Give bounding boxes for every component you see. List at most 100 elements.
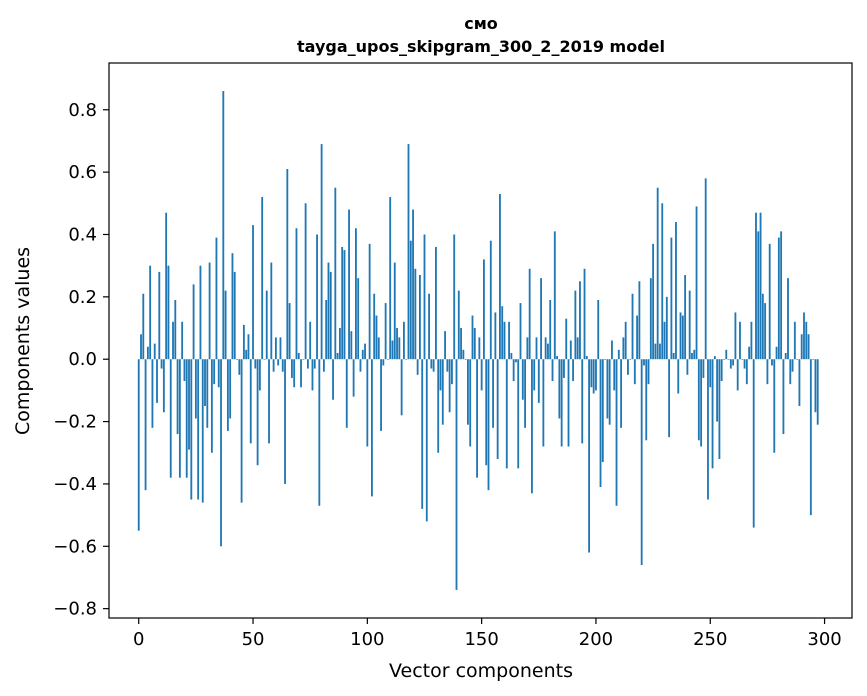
bar — [544, 337, 547, 360]
bar — [665, 296, 668, 360]
bar — [695, 206, 698, 360]
bar — [515, 359, 517, 363]
bar — [165, 212, 168, 360]
bar — [517, 359, 520, 469]
bar — [750, 321, 753, 360]
bar — [686, 359, 689, 375]
bar — [734, 312, 737, 360]
bar — [483, 259, 485, 360]
bar — [350, 331, 353, 360]
bar — [775, 346, 778, 360]
bar — [286, 169, 289, 360]
bar — [675, 222, 677, 360]
bar — [681, 315, 684, 360]
y-tick-label: 0.0 — [68, 349, 97, 370]
bar — [300, 359, 302, 388]
y-tick-label: 0.2 — [68, 287, 97, 308]
bar — [140, 334, 142, 360]
bar — [478, 337, 481, 360]
x-tick-label: 50 — [242, 629, 265, 650]
bar — [528, 268, 531, 360]
x-tick-label: 250 — [693, 629, 727, 650]
x-tick-label: 100 — [350, 629, 384, 650]
bar — [181, 321, 184, 360]
bar — [629, 359, 632, 360]
bar — [332, 359, 334, 400]
bar — [373, 293, 376, 360]
x-axis-ticks: 0 50 100 150 200 250 300 — [133, 618, 842, 650]
bar — [412, 209, 414, 360]
bar — [151, 359, 154, 428]
bar — [492, 359, 494, 428]
bar — [322, 359, 325, 372]
bar — [789, 359, 792, 385]
bar — [487, 359, 490, 491]
bar — [485, 359, 488, 466]
bar — [670, 237, 673, 360]
bar — [254, 359, 257, 369]
bar — [764, 303, 767, 360]
bar — [812, 359, 815, 360]
bar — [375, 315, 378, 360]
bar — [796, 359, 799, 360]
bar — [290, 359, 293, 378]
bar — [460, 328, 462, 360]
bar — [444, 331, 446, 360]
bar — [531, 359, 533, 494]
bar — [771, 359, 773, 366]
bar — [659, 343, 661, 360]
bar — [284, 359, 286, 484]
bar — [707, 359, 709, 500]
y-tick-label: −0.8 — [53, 599, 97, 620]
bar — [688, 290, 691, 360]
bar — [615, 359, 618, 506]
bar — [153, 343, 156, 360]
bar — [357, 278, 360, 360]
bar — [261, 197, 264, 360]
bar — [787, 278, 789, 360]
bar — [533, 359, 536, 391]
bar — [268, 359, 270, 444]
bar — [691, 352, 693, 360]
bar — [354, 228, 357, 360]
bar — [329, 271, 332, 360]
bar — [190, 359, 193, 500]
bar — [421, 359, 424, 509]
bar — [643, 359, 645, 366]
bar — [729, 359, 732, 369]
bar — [663, 321, 666, 360]
bar — [380, 359, 382, 431]
bar — [446, 359, 449, 372]
bar — [233, 271, 236, 360]
bar — [599, 359, 602, 488]
bar — [814, 359, 817, 413]
bar — [581, 359, 584, 444]
bar — [496, 359, 499, 459]
bar — [547, 343, 549, 360]
bar — [649, 278, 652, 360]
bar — [149, 265, 152, 360]
bar — [476, 359, 478, 478]
bar — [803, 312, 805, 360]
x-tick-label: 200 — [579, 629, 613, 650]
bar — [396, 328, 398, 360]
bar — [551, 359, 554, 382]
bar — [583, 268, 586, 360]
bar — [197, 359, 200, 500]
bar — [448, 359, 451, 413]
bar — [679, 312, 682, 360]
bar — [389, 197, 392, 360]
bar — [782, 359, 785, 435]
bar — [780, 231, 783, 360]
bar — [553, 231, 556, 360]
bar — [720, 359, 723, 382]
bar — [645, 359, 648, 441]
bar — [569, 340, 572, 360]
bar — [704, 178, 707, 360]
bar — [302, 359, 305, 360]
bar — [398, 337, 401, 360]
bar — [766, 359, 769, 385]
bar — [620, 359, 623, 428]
bar — [713, 356, 716, 360]
